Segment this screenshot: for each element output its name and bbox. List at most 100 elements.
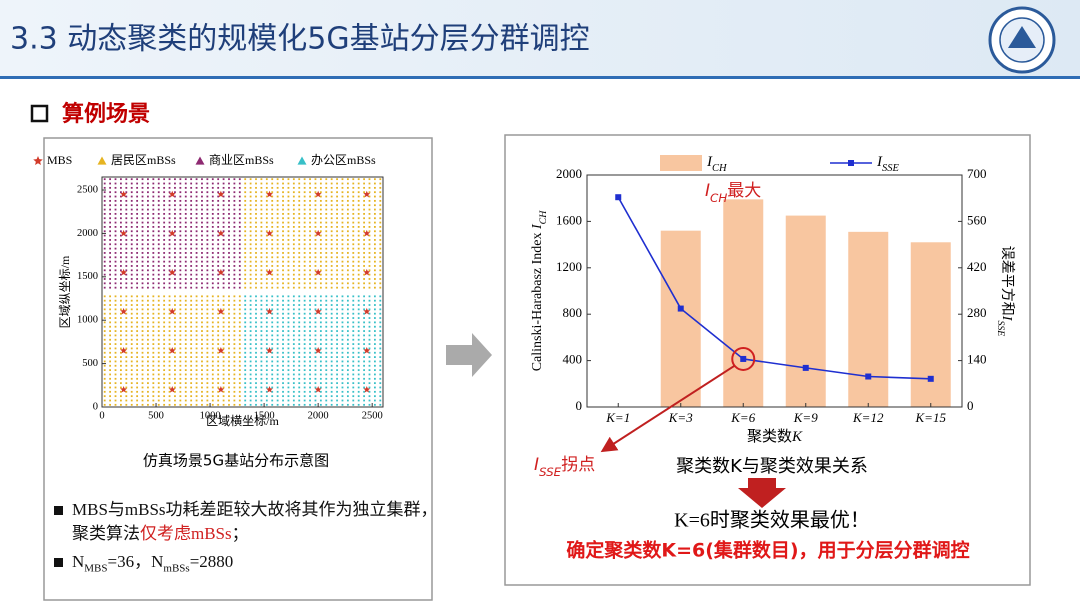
mbs-small-point [368, 403, 371, 406]
mbs-small-point [336, 377, 338, 380]
mbs-small-point [120, 382, 122, 385]
mbs-small-point [309, 208, 311, 211]
mbs-small-point [190, 186, 193, 189]
mbs-small-point [233, 382, 236, 385]
mbs-small-point [352, 178, 355, 181]
mbs-small-point [276, 312, 279, 315]
mbs-small-point [303, 369, 306, 372]
mbs-small-point [120, 395, 122, 398]
mbs-small-point [103, 364, 106, 367]
mbs-small-point [319, 278, 322, 280]
mbs-small-point [157, 273, 160, 276]
mbs-small-point [260, 299, 263, 302]
annotation: ISSE拐点 [534, 455, 595, 479]
mbs-small-point [379, 195, 382, 198]
mbs-small-point [282, 330, 284, 332]
mbs-small-point [125, 403, 128, 406]
mbs-small-point [163, 317, 166, 319]
mbs-small-point [276, 208, 279, 211]
mbs-small-point [319, 377, 322, 380]
mbs-small-point [103, 295, 106, 298]
mbs-small-point [190, 182, 193, 185]
mbs-small-point [136, 204, 139, 207]
mbs-small-point [244, 252, 247, 254]
mbs-small-point [179, 265, 182, 267]
mbs-small-point [190, 304, 193, 306]
mbs-small-point [184, 373, 187, 376]
mbs-small-point [163, 386, 166, 389]
mbs-small-point [136, 334, 139, 337]
mbs-small-point [244, 364, 247, 367]
mbs-small-point [352, 377, 355, 380]
mbs-small-point [222, 212, 225, 215]
mbs-small-point [184, 377, 187, 380]
mbs-small-point [282, 390, 284, 393]
mbs-small-point [303, 364, 306, 367]
mbs-small-point [211, 186, 214, 189]
mbs-small-point [217, 234, 220, 237]
mbs-small-point [233, 195, 236, 198]
mbs-small-point [233, 299, 236, 302]
mbs-small-point [265, 269, 268, 272]
mbs-small-point [179, 239, 182, 241]
mbs-small-point [319, 312, 322, 315]
mbs-small-point [309, 226, 311, 228]
mbs-small-point [174, 295, 176, 298]
mbs-small-point [298, 304, 301, 306]
mbs-small-point [346, 247, 349, 250]
mbs-small-point [363, 252, 365, 254]
mbs-small-point [152, 338, 155, 341]
mbs-small-point [109, 334, 112, 337]
mbs-small-point [195, 321, 198, 324]
mbs-small-point [373, 338, 376, 341]
mbs-small-point [206, 282, 209, 285]
mbs-small-point [260, 343, 263, 345]
mbs-small-point [292, 325, 295, 328]
mbs-small-point [152, 369, 155, 372]
mbs-small-point [184, 295, 187, 298]
mbs-small-point [292, 191, 295, 194]
mbs-small-point [184, 317, 187, 319]
mbs-small-point [265, 299, 268, 302]
mbs-small-point [103, 212, 106, 215]
mbs-small-point [346, 351, 349, 354]
mbs-small-point [260, 247, 263, 250]
mbs-small-point [373, 373, 376, 376]
mbs-small-point [309, 325, 311, 328]
mbs-small-point [125, 204, 128, 207]
mbs-small-point [336, 191, 338, 194]
mbs-small-point [352, 191, 355, 194]
mbs-small-point [282, 299, 284, 302]
mbs-small-point [168, 217, 171, 220]
mbs-small-point [147, 182, 149, 185]
mbs-small-point [195, 373, 198, 376]
mbs-small-point [276, 221, 279, 224]
mbs-small-point [265, 325, 268, 328]
mbs-small-point [244, 382, 247, 385]
mbs-small-point [211, 369, 214, 372]
mbs-small-point [330, 226, 333, 228]
mbs-small-point [152, 325, 155, 328]
mbs-small-point [211, 208, 214, 211]
mbs-small-point [125, 239, 128, 241]
mbs-small-point [260, 278, 263, 280]
mbs-small-point [309, 395, 311, 398]
mbs-small-point [211, 304, 214, 306]
mbs-small-point [244, 325, 247, 328]
mbs-small-point [152, 186, 155, 189]
mbs-small-point [346, 208, 349, 211]
mbs-small-point [249, 204, 252, 207]
mbs-small-point [136, 195, 139, 198]
mbs-small-point [222, 364, 225, 367]
mbs-point [168, 268, 176, 276]
mbs-small-point [309, 356, 311, 358]
mbs-small-point [103, 390, 106, 393]
mbs-small-point [190, 195, 193, 198]
mbs-small-point [109, 295, 112, 298]
mbs-small-point [314, 217, 317, 220]
mbs-small-point [120, 321, 122, 324]
mbs-small-point [309, 351, 311, 354]
mbs-small-point [217, 399, 220, 402]
mbs-small-point [179, 178, 182, 181]
mbs-small-point [357, 364, 360, 367]
